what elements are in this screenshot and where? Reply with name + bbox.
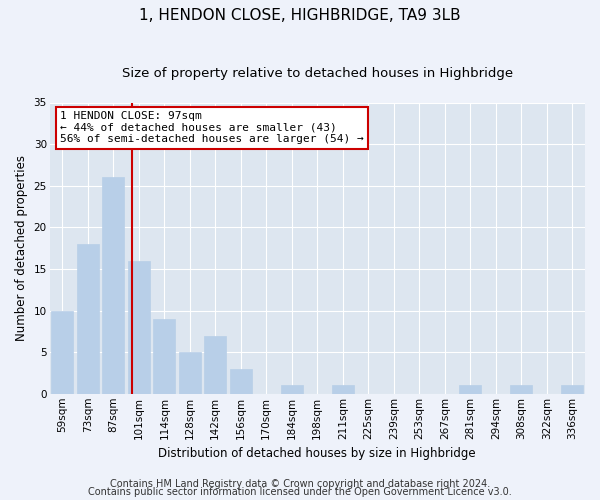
Bar xyxy=(230,369,251,394)
Bar xyxy=(205,336,226,394)
Bar xyxy=(332,386,353,394)
Bar xyxy=(103,178,124,394)
Bar xyxy=(154,319,175,394)
Y-axis label: Number of detached properties: Number of detached properties xyxy=(15,155,28,341)
Text: Contains HM Land Registry data © Crown copyright and database right 2024.: Contains HM Land Registry data © Crown c… xyxy=(110,479,490,489)
Bar xyxy=(128,260,149,394)
Bar xyxy=(562,386,583,394)
Text: 1, HENDON CLOSE, HIGHBRIDGE, TA9 3LB: 1, HENDON CLOSE, HIGHBRIDGE, TA9 3LB xyxy=(139,8,461,22)
Title: Size of property relative to detached houses in Highbridge: Size of property relative to detached ho… xyxy=(122,68,513,80)
Bar xyxy=(179,352,200,394)
Bar xyxy=(281,386,302,394)
Bar xyxy=(77,244,98,394)
Bar xyxy=(52,310,73,394)
Text: 1 HENDON CLOSE: 97sqm
← 44% of detached houses are smaller (43)
56% of semi-deta: 1 HENDON CLOSE: 97sqm ← 44% of detached … xyxy=(60,111,364,144)
Bar xyxy=(460,386,481,394)
Bar xyxy=(511,386,532,394)
X-axis label: Distribution of detached houses by size in Highbridge: Distribution of detached houses by size … xyxy=(158,447,476,460)
Text: Contains public sector information licensed under the Open Government Licence v3: Contains public sector information licen… xyxy=(88,487,512,497)
